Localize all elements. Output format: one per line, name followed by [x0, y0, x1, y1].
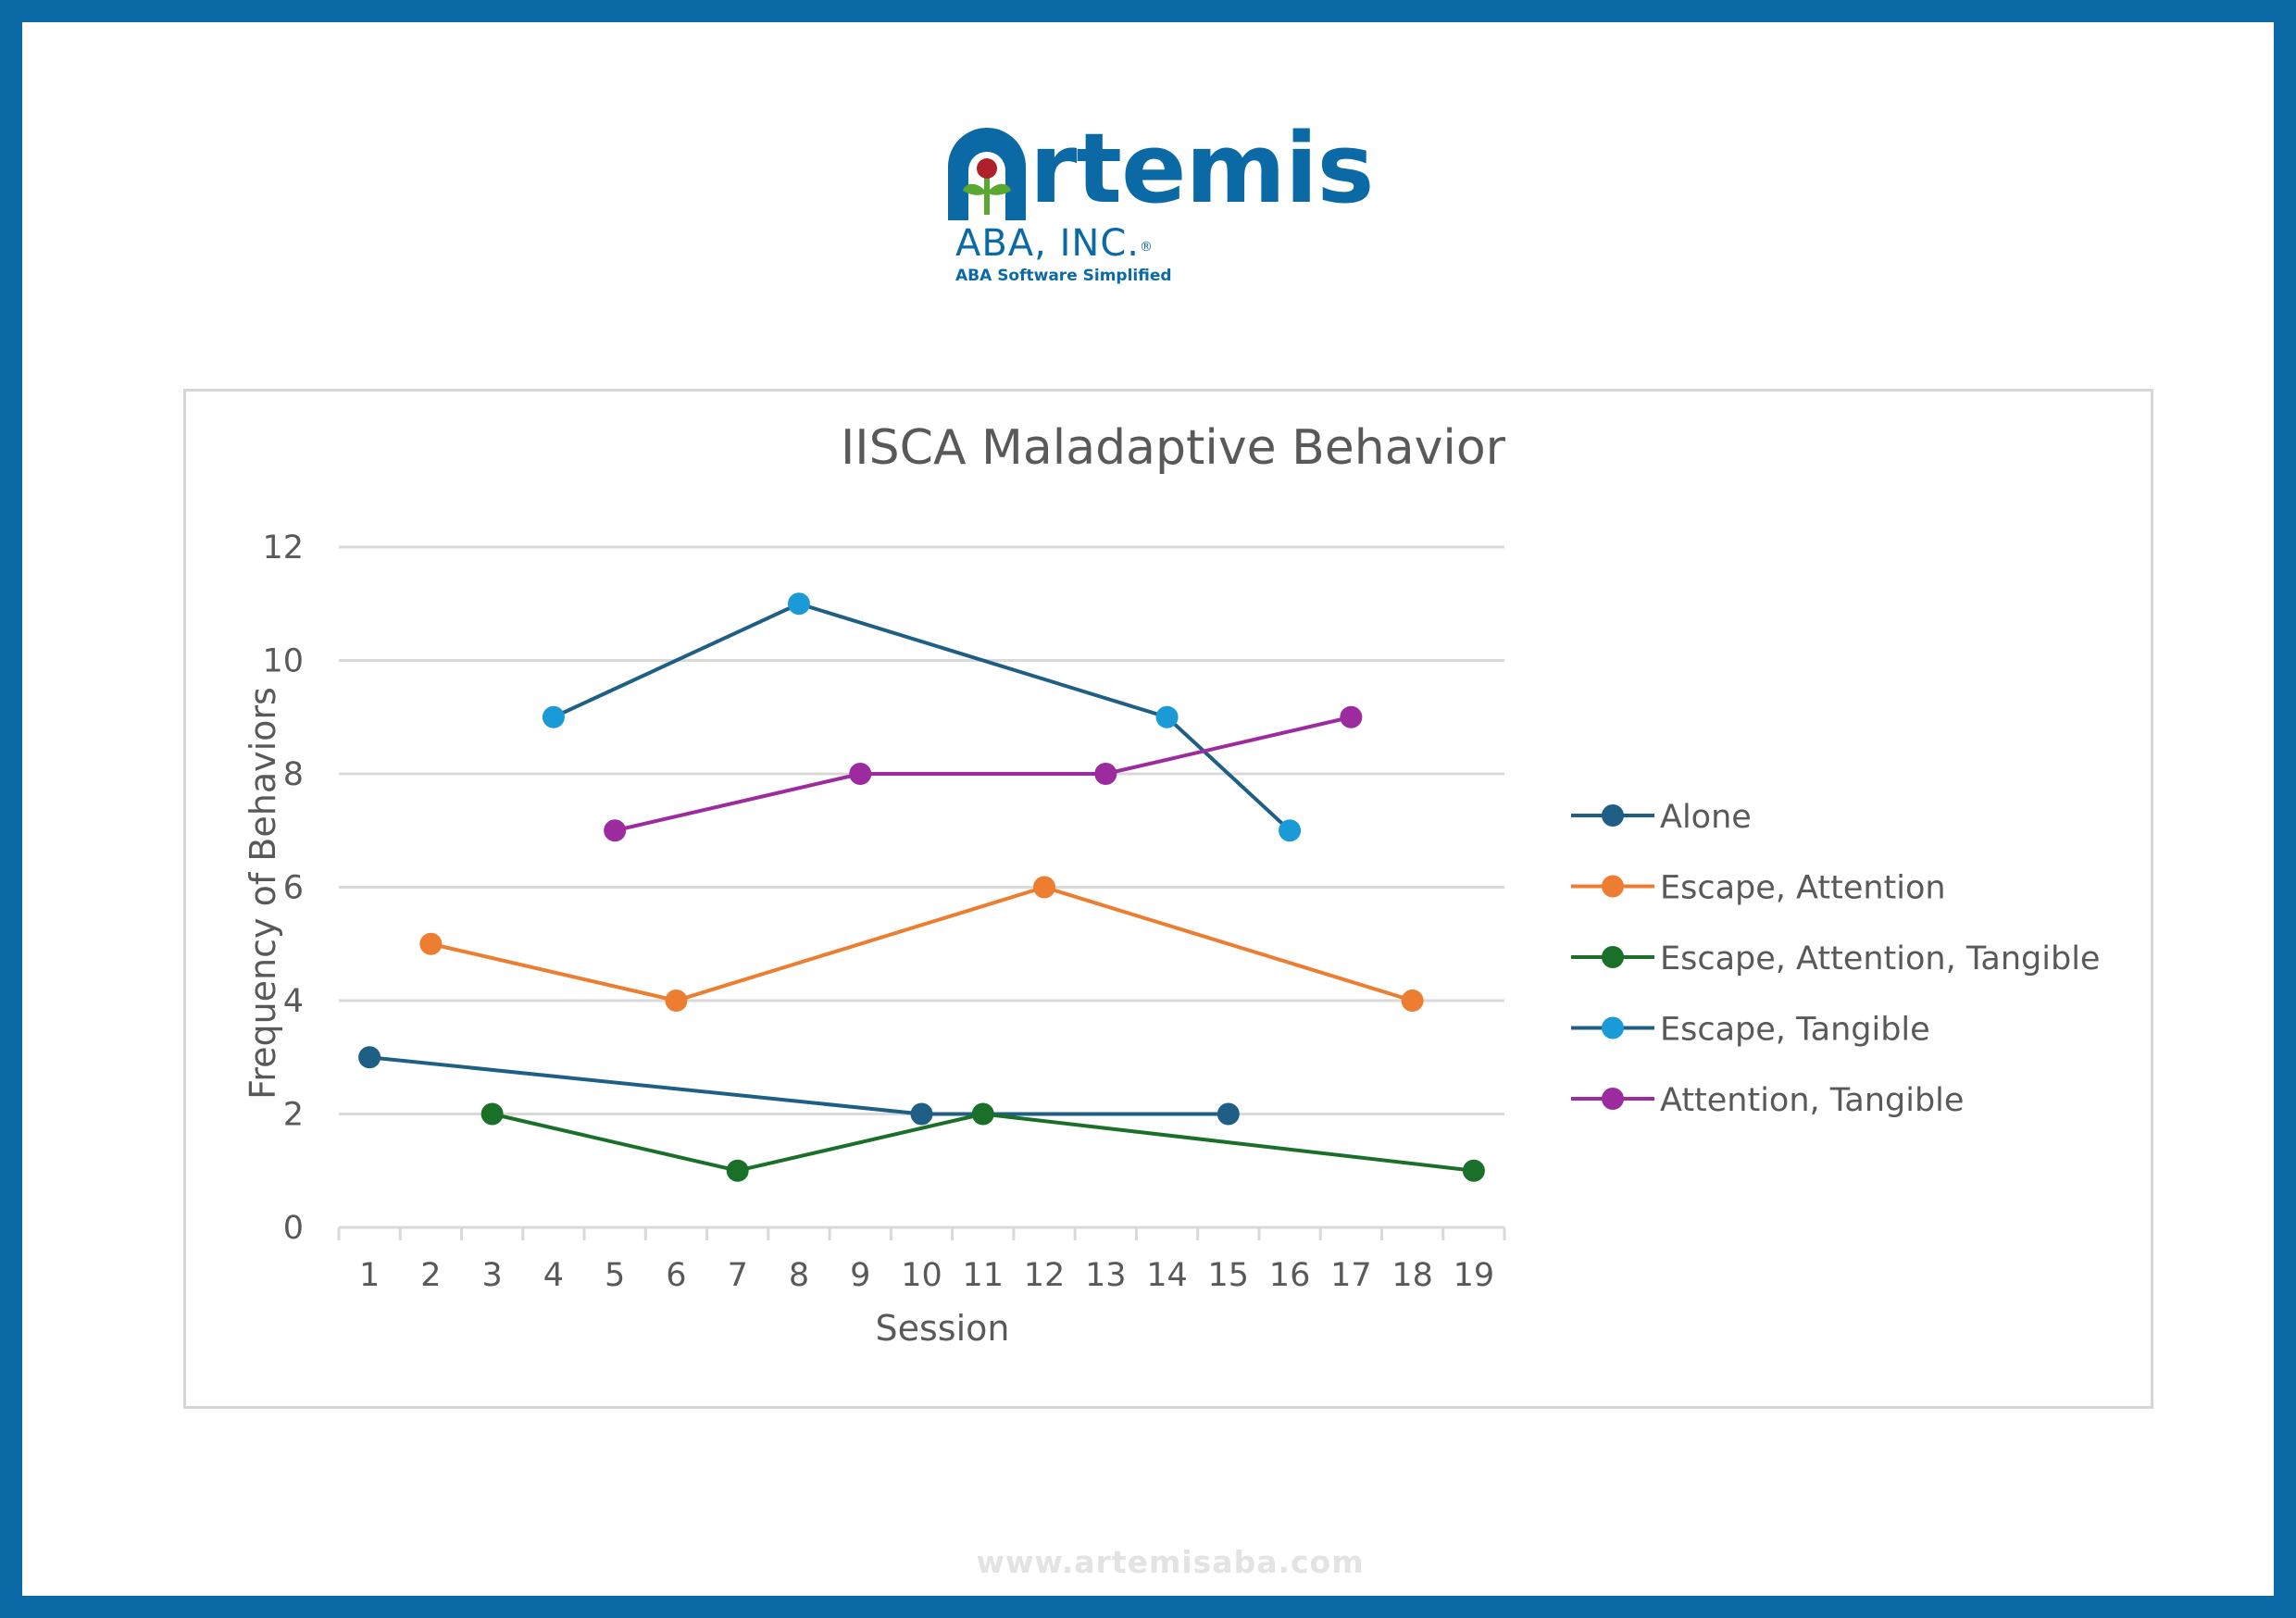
legend-item: Escape, Tangible: [1571, 1012, 1930, 1049]
registered-mark: ®: [1139, 240, 1154, 255]
x-tick-label: 2: [420, 1257, 441, 1294]
legend-item: Alone: [1571, 799, 1752, 836]
y-tick-label: 10: [262, 643, 304, 680]
x-tick-label: 13: [1085, 1257, 1127, 1294]
data-point: [665, 989, 688, 1012]
x-tick-label: 3: [482, 1257, 503, 1294]
x-tick-label: 9: [850, 1257, 870, 1294]
y-axis-label: Frequency of Behaviors: [243, 687, 283, 1100]
data-point: [1094, 763, 1117, 785]
x-tick-label: 10: [901, 1257, 942, 1294]
legend-label: Escape, Attention: [1660, 870, 1946, 907]
data-point: [1033, 876, 1056, 899]
logo-subtitle-text: ABA, INC.: [955, 222, 1140, 265]
data-point: [604, 819, 627, 842]
x-tick-label: 16: [1269, 1257, 1311, 1294]
data-point: [849, 763, 872, 785]
x-tick-label: 17: [1330, 1257, 1372, 1294]
legend-marker: [1602, 1088, 1624, 1110]
series-escape-attention: [419, 876, 1424, 1012]
x-tick-label: 4: [543, 1257, 564, 1294]
x-tick-label: 15: [1208, 1257, 1250, 1294]
data-point: [910, 1102, 933, 1126]
legend-item: Escape, Attention: [1571, 870, 1946, 907]
series-line: [553, 602, 1292, 832]
data-point: [542, 705, 565, 728]
y-tick-label: 6: [283, 870, 304, 907]
logo-wordmark-rest: rtemis: [1029, 112, 1374, 225]
line-chart: IISCA Maladaptive Behavior Frequency of …: [243, 420, 2100, 1349]
x-tick-label: 18: [1391, 1257, 1433, 1294]
series-escape-attention-tangible: [480, 1102, 1485, 1182]
x-tick-label: 7: [728, 1257, 748, 1294]
legend-label: Escape, Tangible: [1660, 1012, 1930, 1049]
logo-arch-flower-icon: [948, 128, 1026, 220]
logo-subtitle: ABA, INC.®: [955, 222, 1154, 265]
legend-label: Escape, Attention, Tangible: [1660, 940, 2100, 977]
data-point: [1155, 705, 1179, 728]
chart-container: IISCA Maladaptive Behavior Frequency of …: [183, 389, 2153, 1409]
legend-marker: [1602, 1016, 1624, 1039]
x-tick-label: 14: [1146, 1257, 1188, 1294]
data-point: [1401, 989, 1424, 1012]
logo-tagline: ABA Software Simplified: [955, 267, 1172, 285]
legend-marker: [1602, 804, 1624, 827]
y-tick-label: 2: [283, 1097, 304, 1134]
x-axis-label: Session: [876, 1308, 1010, 1349]
legend-marker: [1602, 875, 1624, 898]
data-point: [1462, 1159, 1485, 1182]
x-tick-label: 6: [666, 1257, 686, 1294]
data-point: [971, 1102, 994, 1126]
legend-item: Escape, Attention, Tangible: [1571, 940, 2100, 977]
x-tick-label: 11: [962, 1257, 1004, 1294]
data-point: [419, 932, 443, 955]
data-point: [1340, 705, 1363, 728]
y-tick-label: 12: [262, 529, 304, 566]
x-tick-label: 1: [359, 1257, 380, 1294]
y-axis-ticks: 0 2 4 6 8 10 12: [262, 529, 304, 1247]
x-tick-label: 19: [1454, 1257, 1495, 1294]
data-point: [1279, 819, 1302, 842]
series-group: [358, 592, 1485, 1182]
data-point: [358, 1046, 381, 1069]
legend-item: Attention, Tangible: [1571, 1082, 1964, 1119]
gridlines: [339, 545, 1504, 1115]
data-point: [1217, 1102, 1240, 1126]
legend-label: Attention, Tangible: [1660, 1082, 1964, 1119]
artemis-logo: Artemis ABA, INC.® ABA Software Simplifi…: [930, 113, 1429, 298]
x-axis-ticks: 1 2 3 4 5 6 7 8 9 10 11 12 13 14 15 16 17 18 19: [359, 1257, 1494, 1294]
y-tick-label: 8: [283, 756, 304, 793]
x-axis: [337, 1226, 1506, 1240]
y-tick-label: 0: [283, 1210, 304, 1247]
chart-title: IISCA Maladaptive Behavior: [841, 420, 1506, 476]
series-line: [492, 1112, 1475, 1173]
legend-marker: [1602, 946, 1624, 968]
series-line: [614, 715, 1352, 833]
logo-wordmark-first: A: [941, 113, 1029, 224]
x-tick-label: 12: [1024, 1257, 1066, 1294]
data-point: [480, 1102, 504, 1126]
footer-url: www.artemisaba.com: [976, 1544, 1365, 1580]
x-tick-label: 8: [789, 1257, 809, 1294]
series-alone: [358, 1046, 1240, 1126]
logo-wordmark: Artemis: [941, 112, 1374, 225]
y-tick-label: 4: [283, 983, 304, 1020]
chart-legend: Alone Escape, Attention Escape, Attention,…: [1571, 799, 2100, 1119]
data-point: [787, 592, 810, 616]
series-escape-tangible: [542, 592, 1302, 842]
x-tick-label: 5: [605, 1257, 625, 1294]
legend-label: Alone: [1660, 799, 1752, 836]
series-line: [430, 885, 1414, 1003]
series-attention-tangible: [604, 705, 1363, 842]
data-point: [726, 1159, 749, 1182]
